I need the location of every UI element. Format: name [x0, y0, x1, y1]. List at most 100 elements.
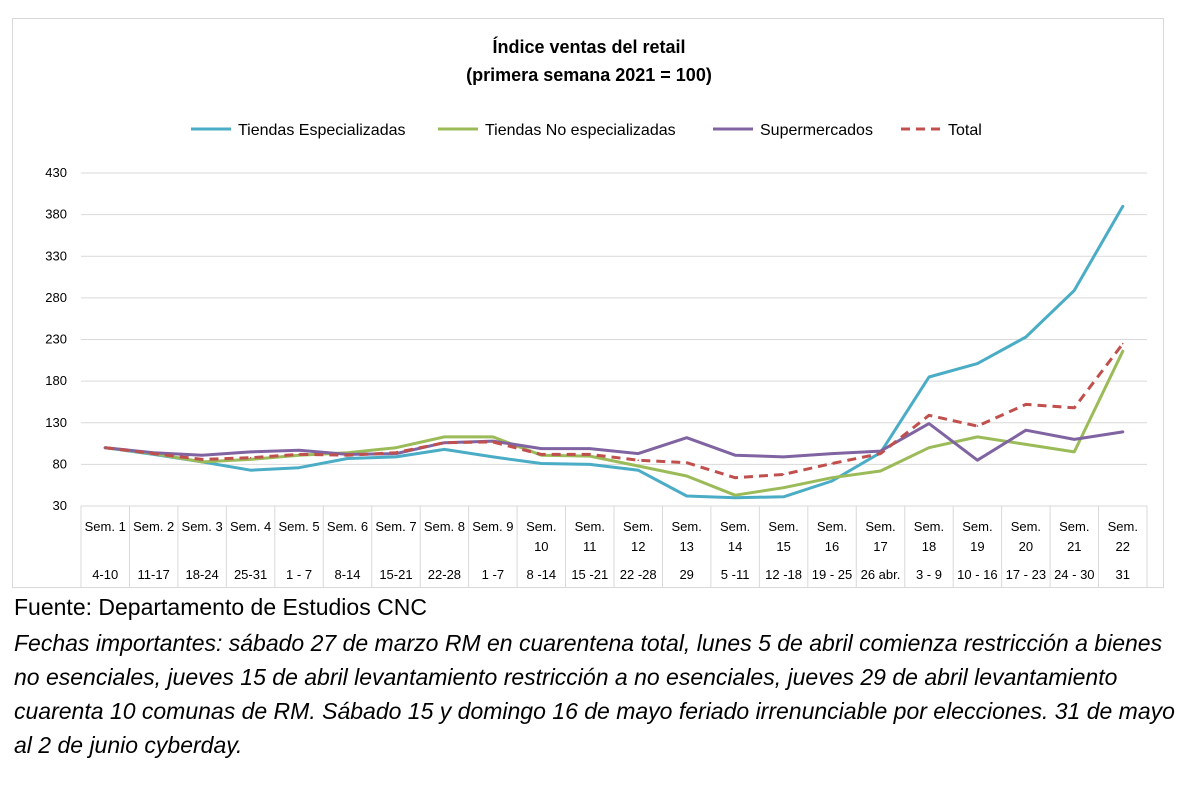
x-date-label: 26 abr. — [861, 567, 901, 582]
data-point — [1025, 429, 1027, 432]
data-point — [782, 456, 785, 458]
x-date-label: 10 - 16 — [957, 567, 997, 582]
data-point — [782, 473, 785, 476]
x-date-label: 4-10 — [92, 567, 118, 582]
x-date-label: 15 -21 — [571, 567, 608, 582]
data-point — [1073, 406, 1076, 409]
data-point — [734, 496, 736, 499]
x-date-label: 25-31 — [234, 567, 267, 582]
data-point — [201, 458, 203, 461]
data-point — [152, 452, 155, 455]
x-week-label: Sem. 15 — [768, 519, 798, 554]
data-point — [1121, 350, 1124, 352]
data-point — [346, 457, 349, 460]
x-date-label: 1 -7 — [482, 567, 504, 582]
y-tick-label: 230 — [45, 332, 67, 347]
x-week-label: Sem. 4 — [230, 519, 271, 534]
data-point — [1121, 342, 1124, 345]
y-tick-label: 380 — [45, 207, 67, 222]
data-point — [831, 480, 833, 482]
chart-title-line-2: (primera semana 2021 = 100) — [466, 65, 712, 85]
data-point — [540, 447, 543, 450]
x-date-label: 22 -28 — [620, 567, 657, 582]
data-point — [492, 436, 494, 438]
data-point — [831, 462, 833, 465]
chart-legend: Tiendas Especializadas Tiendas No especia… — [191, 122, 982, 139]
data-point — [1121, 205, 1124, 208]
x-date-label: 11-17 — [138, 567, 170, 582]
data-point — [685, 436, 688, 439]
x-date-label: 1 - 7 — [286, 567, 312, 582]
data-point — [782, 486, 785, 489]
series-lines — [103, 204, 1125, 500]
x-week-label: Sem. 12 — [623, 519, 653, 554]
data-point — [928, 422, 930, 425]
x-week-label: Sem. 5 — [278, 519, 319, 534]
x-week-label: Sem. 16 — [817, 519, 847, 554]
x-week-label: Sem. 8 — [424, 519, 465, 534]
data-point — [395, 451, 397, 454]
x-date-label: 8 -14 — [526, 567, 556, 582]
data-point — [637, 452, 640, 455]
data-point — [249, 451, 252, 453]
chart-frame: Índice ventas del retail (primera semana… — [12, 18, 1164, 588]
data-point — [879, 470, 882, 472]
x-week-label: Sem. 19 — [962, 519, 992, 554]
data-point — [443, 448, 446, 451]
data-point — [1025, 336, 1027, 338]
x-week-label: Sem. 14 — [720, 519, 750, 554]
x-date-label: 15-21 — [379, 567, 412, 582]
x-week-label: Sem. 17 — [865, 519, 895, 554]
data-point — [588, 453, 591, 456]
data-point — [637, 459, 640, 462]
x-date-label: 31 — [1116, 567, 1130, 582]
data-point — [540, 453, 543, 456]
data-point — [249, 458, 252, 461]
data-point — [734, 476, 736, 479]
x-week-label: Sem. 11 — [575, 519, 605, 554]
x-week-label: Sem. 18 — [914, 519, 944, 554]
x-date-label: 17 - 23 — [1006, 567, 1046, 582]
data-point — [395, 456, 397, 458]
data-point — [1073, 289, 1076, 292]
x-week-label: Sem. 22 — [1108, 519, 1138, 554]
data-point — [346, 454, 349, 457]
data-point — [1073, 451, 1076, 453]
important-dates-note: Fechas importantes: sábado 27 de marzo R… — [14, 630, 1175, 758]
x-date-label: 29 — [679, 567, 693, 582]
data-point — [443, 441, 446, 444]
data-point — [685, 495, 688, 497]
y-tick-label: 130 — [45, 415, 67, 430]
x-week-label: Sem. 7 — [375, 519, 416, 534]
x-week-label: Sem. 1 — [85, 519, 126, 534]
x-week-label: Sem. 9 — [472, 519, 513, 534]
y-tick-label: 180 — [45, 373, 67, 388]
data-point — [1025, 443, 1027, 446]
legend-label: Total — [948, 122, 982, 139]
legend-label: Tiendas No especializadas — [485, 122, 676, 139]
data-point — [976, 459, 979, 462]
data-point — [734, 454, 736, 457]
chart-title-line-1: Índice ventas del retail — [492, 36, 685, 57]
x-date-label: 24 - 30 — [1054, 567, 1094, 582]
x-week-label: Sem. 3 — [182, 519, 223, 534]
data-point — [395, 446, 397, 449]
data-point — [976, 425, 979, 427]
x-week-label: Sem. 10 — [526, 519, 556, 554]
y-tick-label: 30 — [53, 498, 67, 513]
x-date-label: 12 -18 — [765, 567, 802, 582]
data-point — [588, 447, 591, 450]
data-point — [1121, 431, 1124, 433]
line-chart: Índice ventas del retail (primera semana… — [45, 36, 1148, 587]
data-point — [976, 436, 979, 438]
series-line-tiendas-especializadas — [103, 204, 1125, 500]
data-point — [928, 446, 930, 449]
data-point — [928, 414, 930, 417]
data-point — [637, 469, 640, 472]
x-date-label: 19 - 25 — [812, 567, 852, 582]
y-axis: 30 80 130 180 230 280 330 380 430 — [45, 165, 67, 513]
data-point — [249, 469, 252, 472]
y-tick-label: 330 — [45, 248, 67, 263]
data-point — [637, 465, 640, 467]
data-point — [976, 362, 979, 365]
